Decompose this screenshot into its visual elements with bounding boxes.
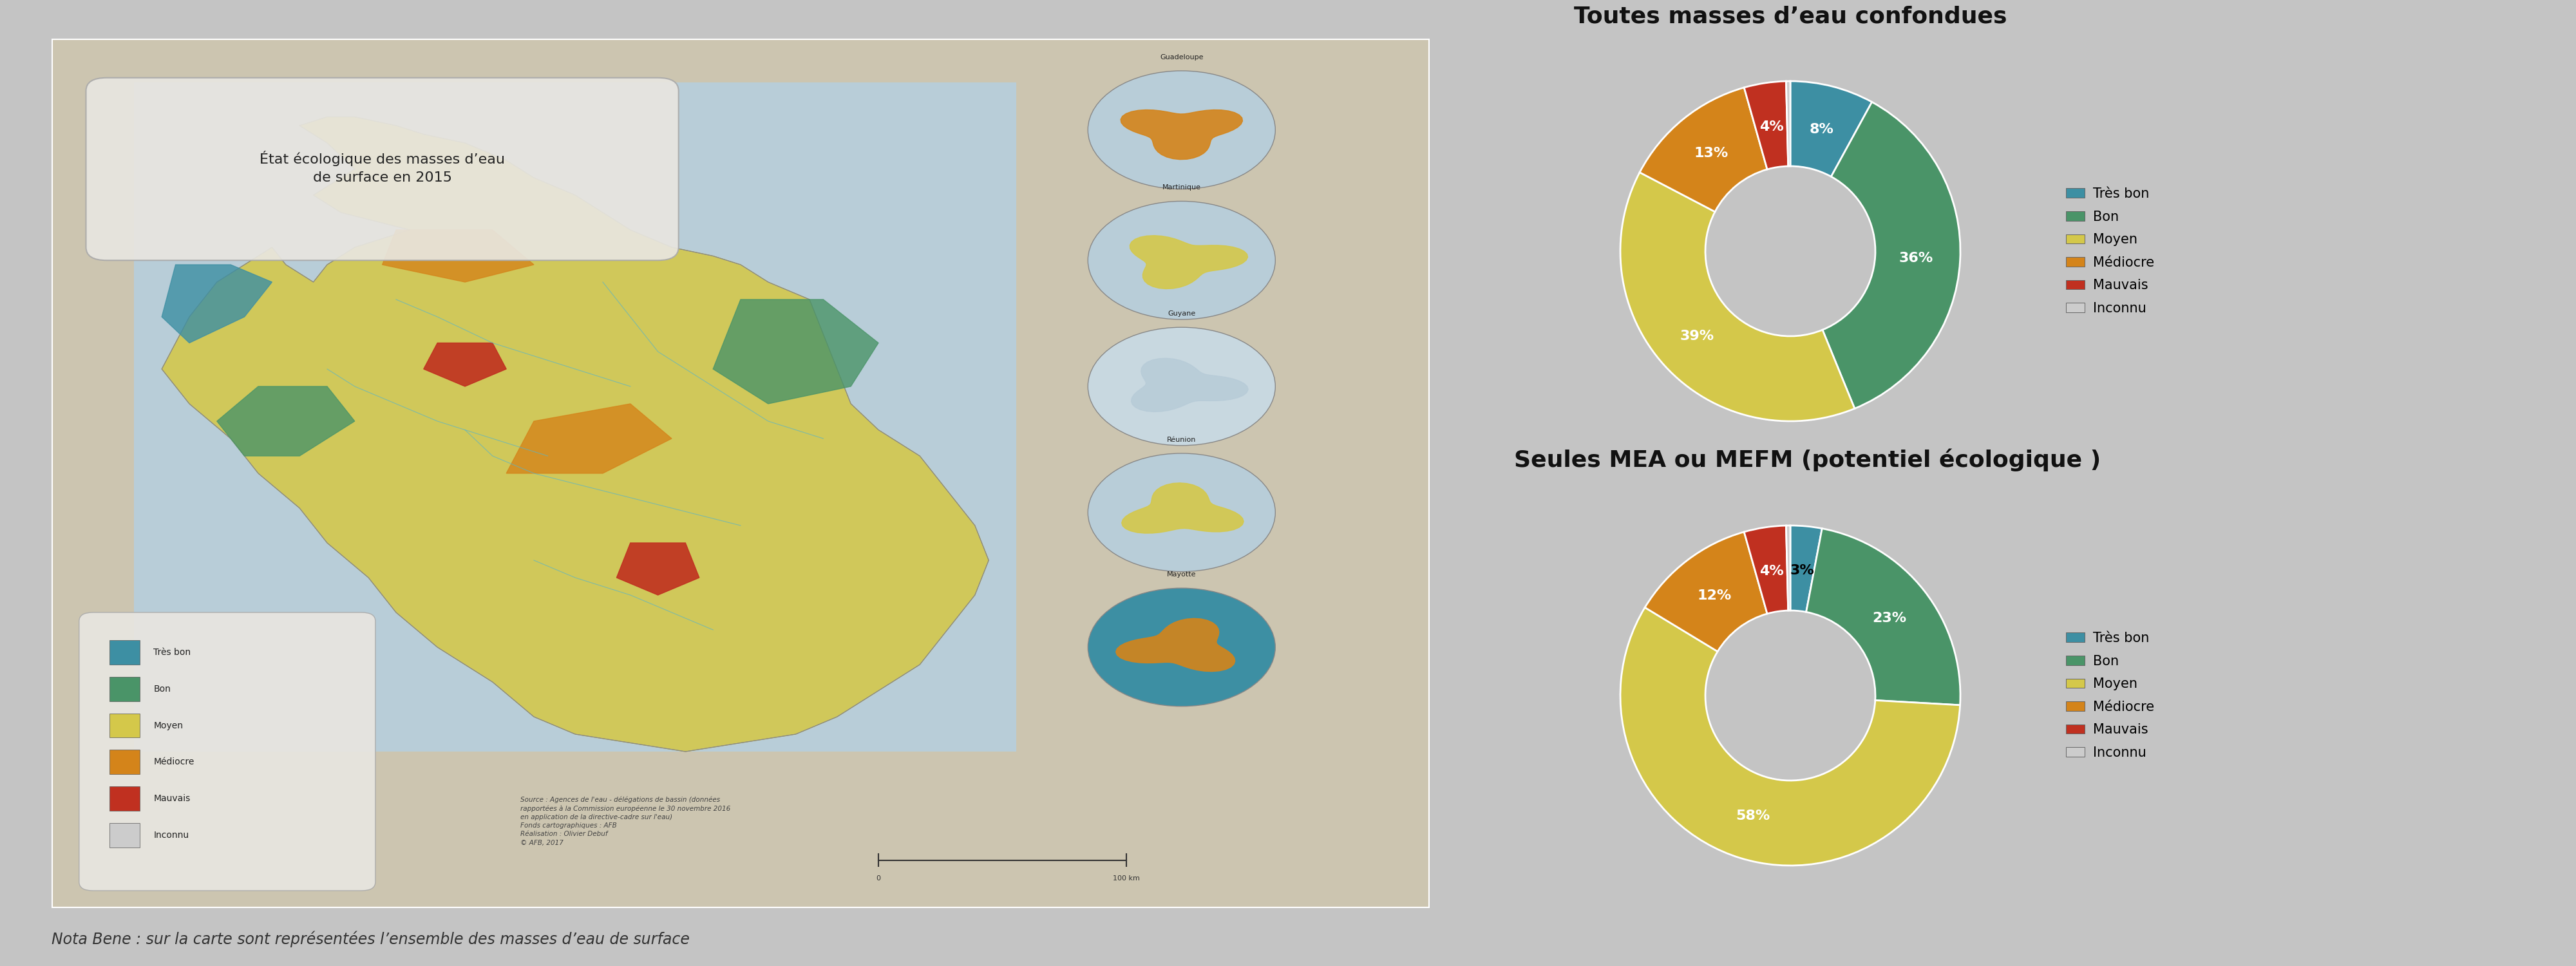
Circle shape xyxy=(1087,453,1275,572)
Wedge shape xyxy=(1790,81,1873,177)
Polygon shape xyxy=(162,265,273,343)
Polygon shape xyxy=(1115,618,1234,671)
Polygon shape xyxy=(422,343,507,386)
Text: Bon: Bon xyxy=(155,685,170,694)
Wedge shape xyxy=(1620,172,1855,421)
Bar xyxy=(108,640,139,665)
FancyBboxPatch shape xyxy=(80,612,376,891)
FancyBboxPatch shape xyxy=(85,78,677,261)
Wedge shape xyxy=(1785,526,1790,611)
Text: Guyane: Guyane xyxy=(1167,310,1195,317)
Wedge shape xyxy=(1620,608,1960,866)
Polygon shape xyxy=(1121,110,1242,159)
Polygon shape xyxy=(162,117,989,752)
Polygon shape xyxy=(507,404,672,473)
Text: 8%: 8% xyxy=(1808,123,1834,135)
Title: Toutes masses d’eau confondues: Toutes masses d’eau confondues xyxy=(1574,5,2007,27)
Text: Très bon: Très bon xyxy=(155,648,191,657)
Wedge shape xyxy=(1744,81,1788,169)
Wedge shape xyxy=(1806,528,1960,705)
Text: 58%: 58% xyxy=(1736,810,1770,822)
Wedge shape xyxy=(1646,532,1767,651)
Text: État écologique des masses d’eau
de surface en 2015: État écologique des masses d’eau de surf… xyxy=(260,151,505,185)
Polygon shape xyxy=(216,386,355,456)
Bar xyxy=(108,713,139,738)
Text: Mayotte: Mayotte xyxy=(1167,571,1195,578)
Wedge shape xyxy=(1744,526,1788,613)
Text: 36%: 36% xyxy=(1899,252,1932,265)
Text: 3%: 3% xyxy=(1790,564,1814,577)
Text: Réunion: Réunion xyxy=(1167,437,1195,442)
Polygon shape xyxy=(1131,358,1249,412)
Text: Inconnu: Inconnu xyxy=(155,831,188,839)
Bar xyxy=(108,750,139,774)
Polygon shape xyxy=(1131,236,1247,289)
Text: Source : Agences de l'eau - délégations de bassin (données
rapportées à la Commi: Source : Agences de l'eau - délégations … xyxy=(520,796,729,846)
Text: Médiocre: Médiocre xyxy=(155,757,193,766)
Text: 0: 0 xyxy=(876,875,881,881)
Text: Seules MEA ou MEFM (potentiel écologique ): Seules MEA ou MEFM (potentiel écologique… xyxy=(1515,448,2102,471)
Text: Nota Bene : sur la carte sont représentées l’ensemble des masses d’eau de surfac: Nota Bene : sur la carte sont représenté… xyxy=(52,931,690,947)
Text: 100 km: 100 km xyxy=(1113,875,1141,881)
Circle shape xyxy=(1087,71,1275,189)
Polygon shape xyxy=(162,117,989,752)
Polygon shape xyxy=(381,230,533,282)
Wedge shape xyxy=(1790,526,1821,612)
Text: Moyen: Moyen xyxy=(155,721,183,730)
Circle shape xyxy=(1087,588,1275,706)
Text: Guadeloupe: Guadeloupe xyxy=(1159,54,1203,60)
Wedge shape xyxy=(1785,81,1790,166)
Legend: Très bon, Bon, Moyen, Médiocre, Mauvais, Inconnu: Très bon, Bon, Moyen, Médiocre, Mauvais,… xyxy=(2061,626,2159,765)
Text: Martinique: Martinique xyxy=(1162,185,1200,191)
Polygon shape xyxy=(714,299,878,404)
Polygon shape xyxy=(1121,483,1244,533)
Wedge shape xyxy=(1821,102,1960,409)
Text: 13%: 13% xyxy=(1695,147,1728,160)
Text: 4%: 4% xyxy=(1759,565,1783,578)
Bar xyxy=(108,823,139,847)
Text: 39%: 39% xyxy=(1680,329,1716,342)
Text: 23%: 23% xyxy=(1873,611,1906,624)
Text: 4%: 4% xyxy=(1759,121,1783,133)
FancyBboxPatch shape xyxy=(134,82,1015,752)
Circle shape xyxy=(1087,201,1275,320)
Bar xyxy=(108,786,139,810)
Legend: Très bon, Bon, Moyen, Médiocre, Mauvais, Inconnu: Très bon, Bon, Moyen, Médiocre, Mauvais,… xyxy=(2061,182,2159,321)
Bar xyxy=(108,677,139,701)
FancyBboxPatch shape xyxy=(52,39,1430,908)
Circle shape xyxy=(1087,327,1275,445)
Wedge shape xyxy=(1641,88,1767,212)
Polygon shape xyxy=(616,543,698,595)
Text: Mauvais: Mauvais xyxy=(155,794,191,803)
Text: 12%: 12% xyxy=(1698,589,1731,602)
